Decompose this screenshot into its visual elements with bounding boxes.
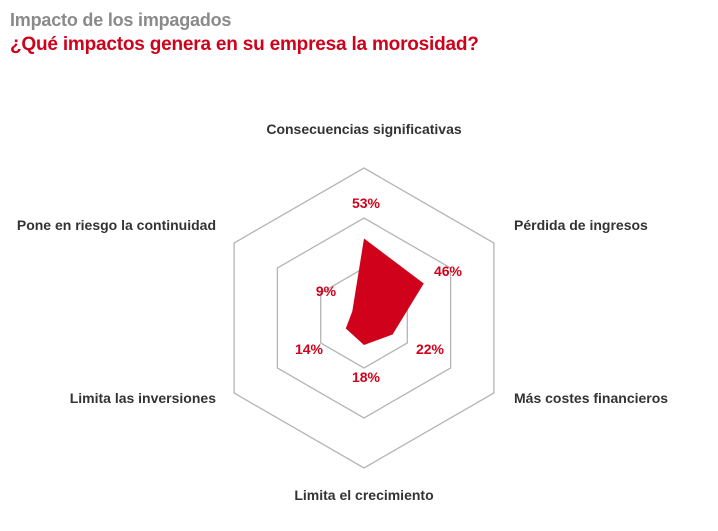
value-label: 9% xyxy=(316,283,337,299)
series-area xyxy=(345,238,424,345)
value-label: 22% xyxy=(416,341,445,357)
axis-label: Limita el crecimiento xyxy=(294,487,433,503)
value-label: 14% xyxy=(295,341,324,357)
chart-title: Impacto de los impagados xyxy=(10,10,232,30)
axis-label: Pone en riesgo la continuidad xyxy=(17,217,216,233)
grid-ring-2 xyxy=(276,217,452,419)
value-label: 18% xyxy=(352,369,381,385)
axis-label: Pérdida de ingresos xyxy=(514,217,648,233)
axis-label: Más costes financieros xyxy=(514,390,668,406)
axis-label: Limita las inversiones xyxy=(70,390,216,406)
axis-label: Consecuencias significativas xyxy=(266,121,462,137)
value-label: 53% xyxy=(352,195,381,211)
grid-ring-3 xyxy=(233,167,495,469)
chart-subtitle: ¿Qué impactos genera en su empresa la mo… xyxy=(10,34,479,55)
chart-header: Impacto de los impagados ¿Qué impactos g… xyxy=(10,8,479,58)
value-label: 46% xyxy=(434,263,463,279)
